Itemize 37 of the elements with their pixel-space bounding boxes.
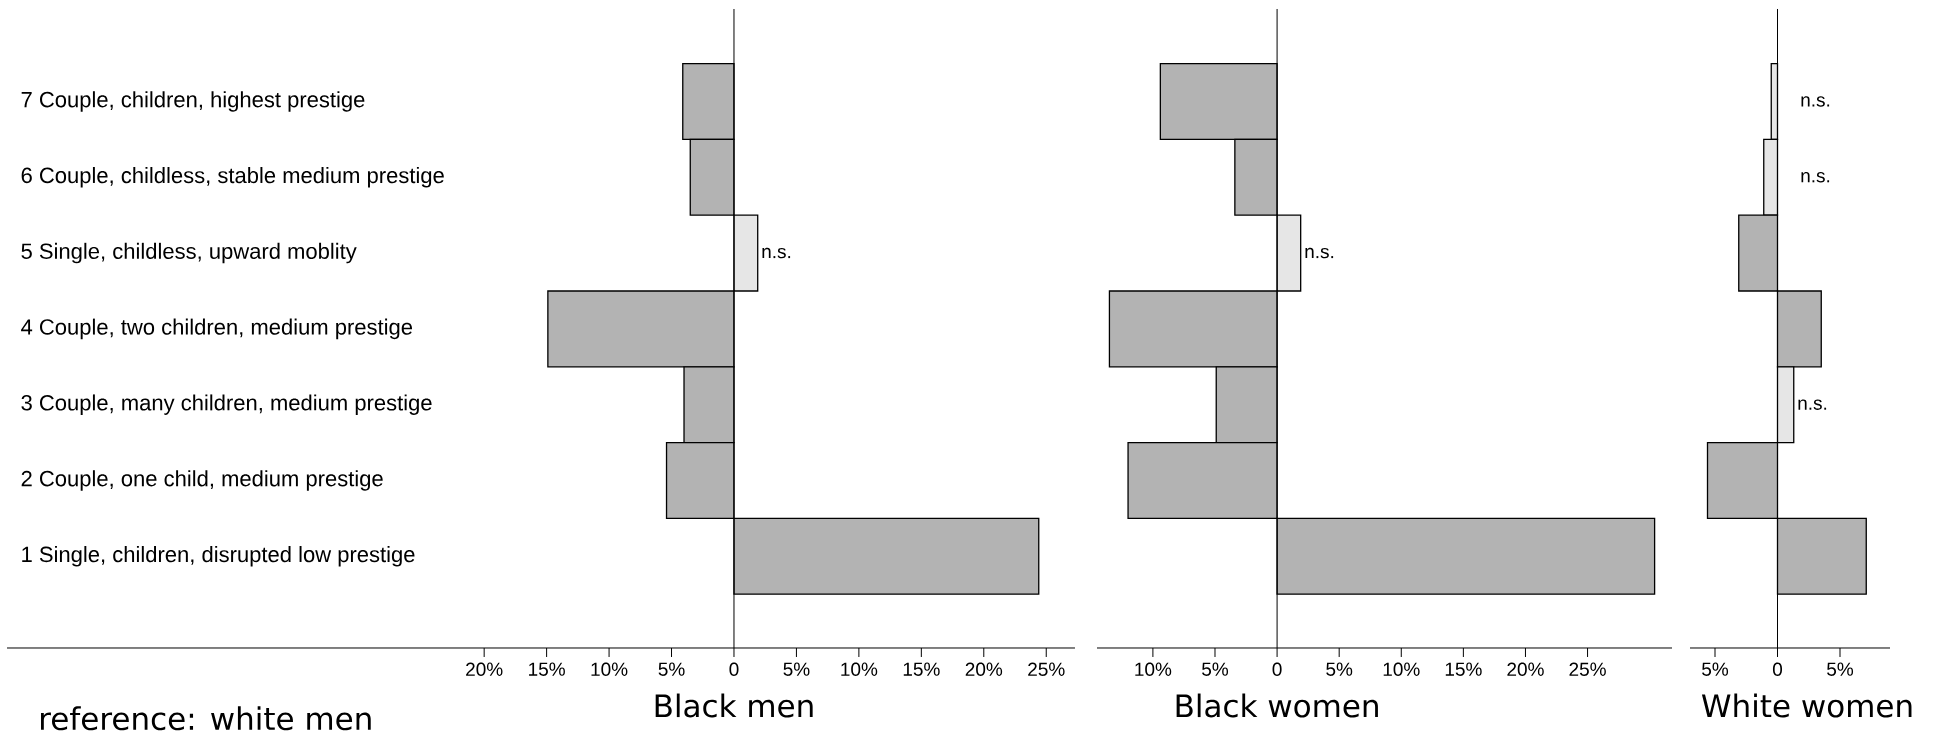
x-tick-label: 15% <box>1445 662 1482 676</box>
x-tick-label: 0 <box>1772 662 1783 676</box>
y-tick-label: 3 Couple, many children, medium prestige <box>21 394 432 415</box>
y-tick-label: 5 Single, childless, upward moblity <box>21 242 357 264</box>
x-tick-label: 10% <box>591 662 628 676</box>
x-tick-label: 15% <box>529 662 565 676</box>
text: reference: white men <box>41 706 371 731</box>
annotation: n.s. <box>762 247 791 259</box>
x-tick-label: 20% <box>1507 662 1544 676</box>
y-tick-label: 1 Single, children, disrupted low prestige <box>22 546 415 567</box>
annotation: n.s. <box>1798 399 1827 410</box>
x-tick-label: 5% <box>783 662 810 676</box>
annotation: n.s. <box>1305 247 1334 259</box>
y-tick-label: 2 Couple, one child, medium prestige <box>21 470 383 491</box>
x-axis-title: White women <box>1701 693 1912 718</box>
annotation: n.s. <box>1801 96 1830 107</box>
y-tick-label: 7 Couple, children, highest prestige <box>21 91 365 112</box>
x-tick-label: 5% <box>1702 662 1729 676</box>
x-tick-label: 5% <box>1827 662 1854 676</box>
x-tick-label: 10% <box>1383 662 1420 676</box>
x-tick-label: 0 <box>729 662 739 676</box>
x-tick-label: 5% <box>1202 662 1229 676</box>
x-tick-label: 5% <box>658 662 685 676</box>
x-tick-label: 25% <box>1569 662 1606 676</box>
x-tick-label: 0 <box>1272 662 1282 676</box>
y-tick-label: 4 Couple, two children, medium prestige <box>21 318 413 340</box>
x-tick-label: 20% <box>466 662 503 676</box>
x-tick-label: 5% <box>1326 662 1353 676</box>
x-tick-label: 10% <box>1135 662 1172 676</box>
x-axis-title: Black men <box>655 693 813 718</box>
x-tick-label: 25% <box>1028 662 1065 676</box>
y-tick-label: 6 Couple, childless, stable medium prestige <box>21 167 444 188</box>
annotation: n.s. <box>1801 172 1830 183</box>
x-tick-label: 20% <box>965 662 1003 676</box>
x-tick-label: 10% <box>841 662 878 676</box>
x-axis-title: Black women <box>1176 693 1378 718</box>
x-tick-label: 15% <box>903 662 940 676</box>
